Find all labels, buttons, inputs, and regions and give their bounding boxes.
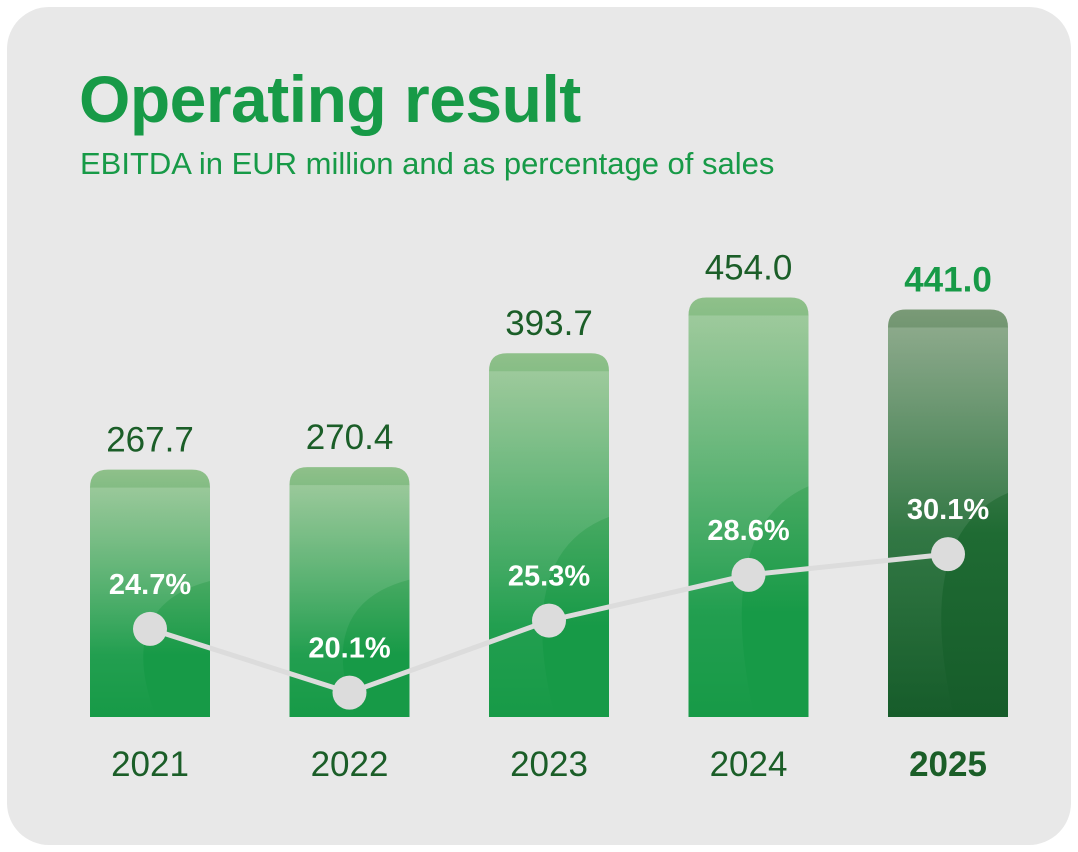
- bar-value-label-2022: 270.4: [306, 418, 394, 457]
- x-tick-label-2021: 2021: [111, 745, 189, 784]
- x-tick-label-2025: 2025: [909, 745, 987, 784]
- bar-value-label-2024: 454.0: [705, 249, 793, 288]
- bar-value-label-2025: 441.0: [904, 261, 992, 300]
- x-tick-label-2024: 2024: [710, 745, 788, 784]
- line-point-2023: [532, 603, 566, 638]
- bar-shine-2021: [90, 487, 210, 717]
- line-point-2022: [332, 675, 367, 710]
- line-point-2024: [731, 557, 766, 592]
- x-tick-label-2022: 2022: [311, 745, 389, 784]
- percentage-label-2023: 25.3%: [508, 561, 590, 593]
- percentage-label-2024: 28.6%: [707, 515, 789, 547]
- line-point-2021: [133, 611, 167, 646]
- bar-value-label-2023: 393.7: [505, 304, 593, 343]
- line-point-2025: [931, 537, 965, 572]
- percentage-label-2021: 24.7%: [109, 569, 191, 601]
- percentage-label-2022: 20.1%: [308, 633, 390, 665]
- chart-subtitle: EBITDA in EUR million and as percentage …: [80, 146, 775, 181]
- x-tick-label-2023: 2023: [510, 745, 588, 784]
- percentage-label-2025: 30.1%: [907, 494, 989, 526]
- bar-shine-2022: [289, 485, 410, 717]
- bar-value-label-2021: 267.7: [106, 421, 194, 460]
- bar-shine-2024: [688, 315, 809, 717]
- chart-title: Operating result: [79, 62, 581, 136]
- bar-shine-2025: [888, 327, 1008, 717]
